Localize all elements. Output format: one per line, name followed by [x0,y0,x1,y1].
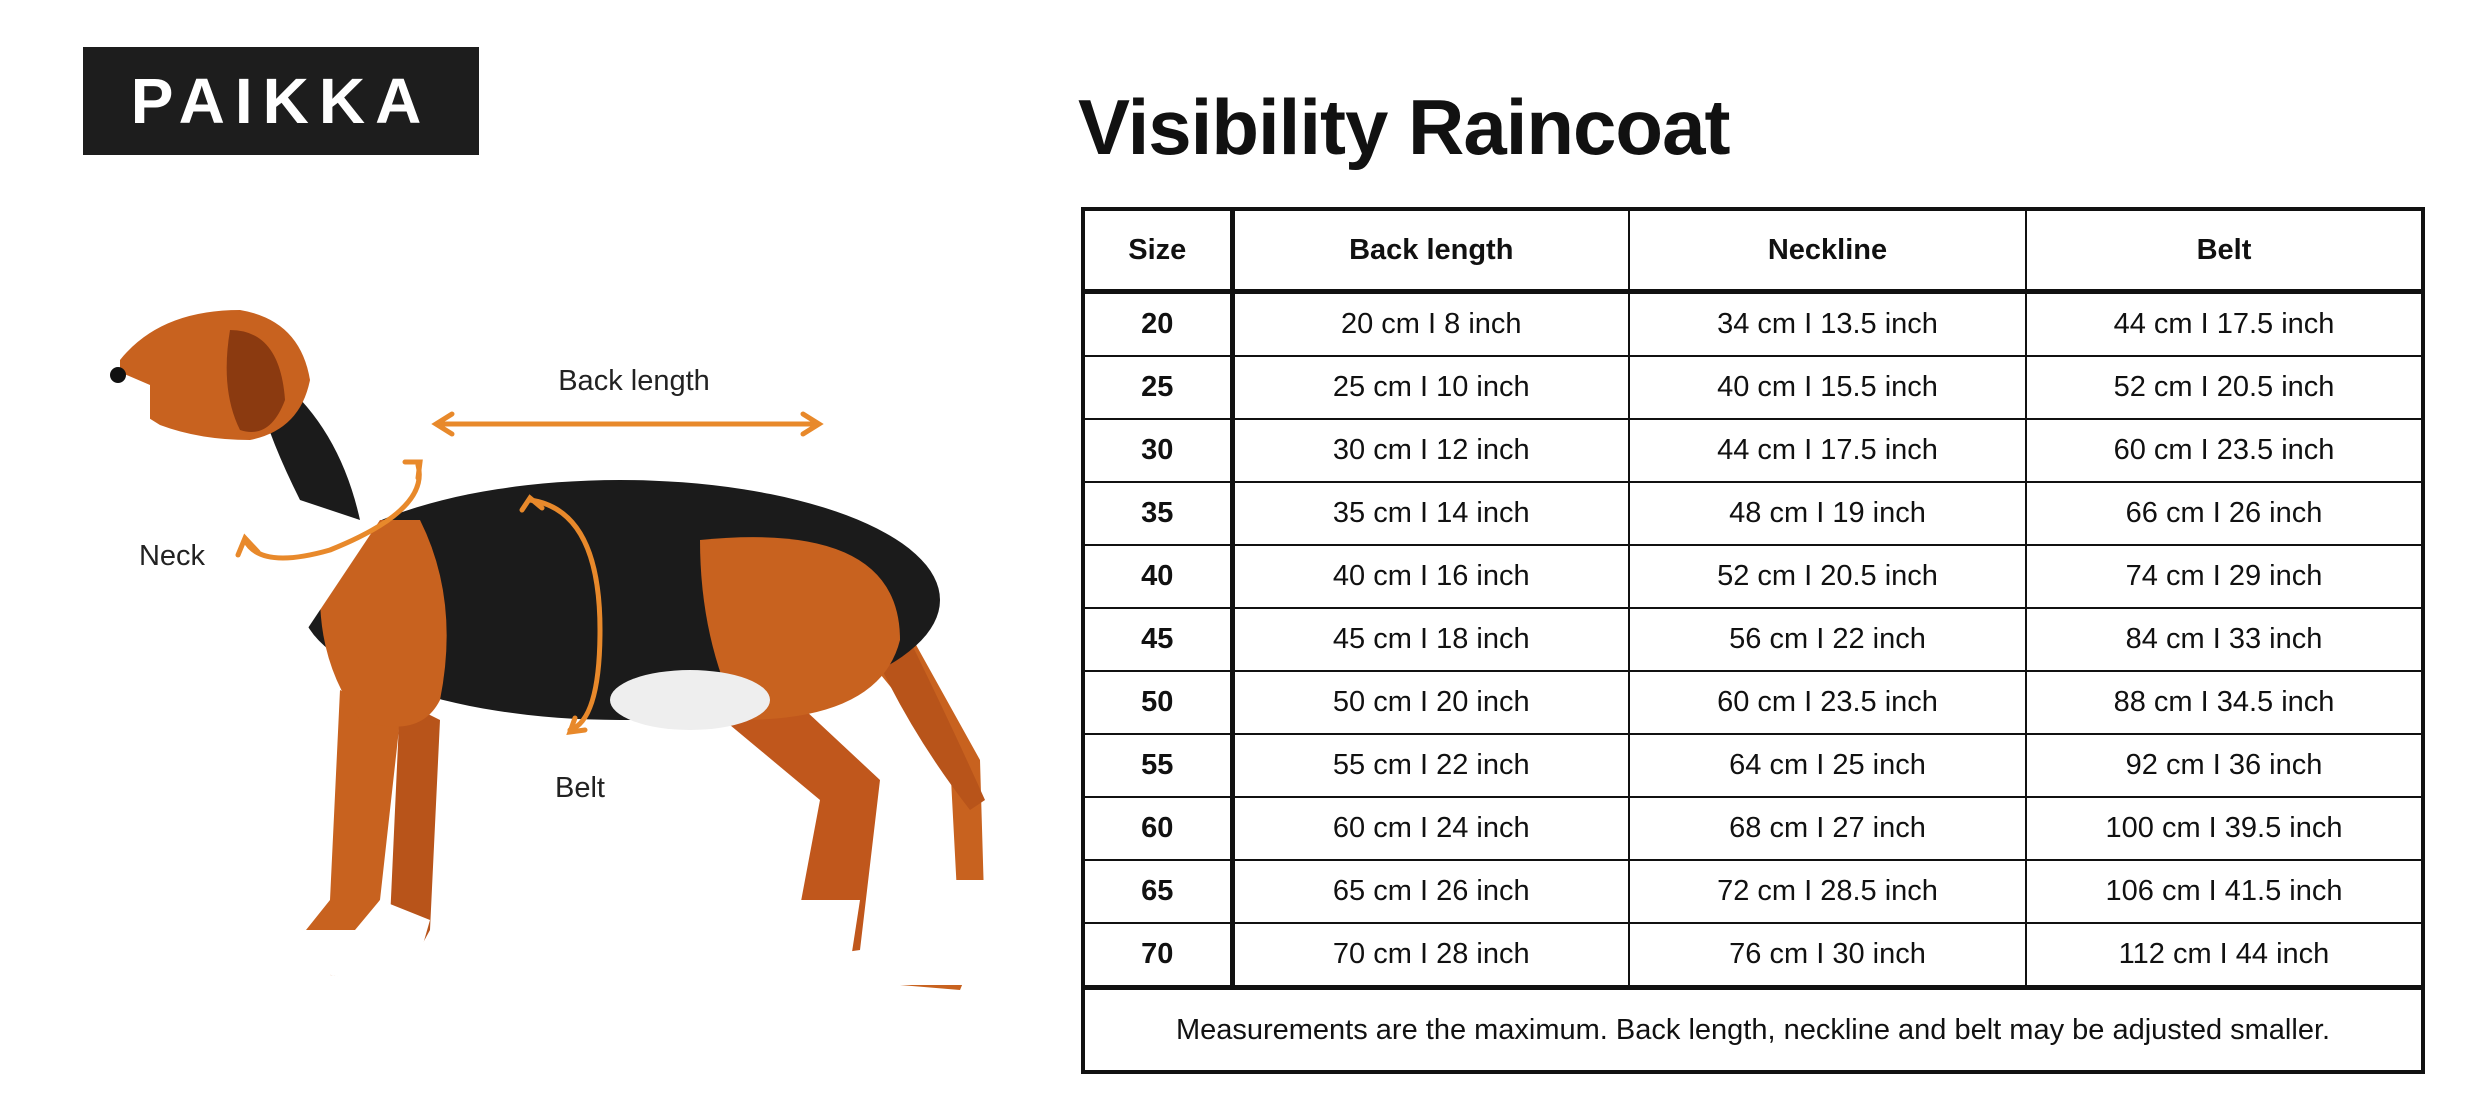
table-cell: 56 cm I 22 inch [1628,607,2027,672]
table-cell: 45 cm I 18 inch [1231,607,1630,672]
table-cell: 55 [1082,733,1235,798]
table-cell: 84 cm I 33 inch [2025,607,2424,672]
footnote-row: Measurements are the maximum. Back lengt… [1082,986,2424,1073]
table-row: 25 25 cm I 10 inch 40 cm I 15.5 inch 52 cm … [1082,355,2424,420]
header-cell: Size [1082,208,1235,294]
table-cell: 72 cm I 28.5 inch [1628,859,2027,924]
table-cell: 35 cm I 14 inch [1231,481,1630,546]
table-cell: 34 cm I 13.5 inch [1628,290,2027,357]
table-cell: 25 [1082,355,1235,420]
diagram-label: Back length [558,365,710,397]
diagram-label: Neck [139,540,206,572]
table-cell: 20 cm I 8 inch [1231,290,1630,357]
table-row: 60 60 cm I 24 inch 68 cm I 27 inch 100 cm I… [1082,796,2424,861]
table-cell: 45 [1082,607,1235,672]
footnote: Measurements are the maximum. Back lengt… [1082,986,2424,1073]
header-cell: Belt [2025,208,2424,294]
table-cell: 74 cm I 29 inch [2025,544,2424,609]
table-cell: 35 [1082,481,1235,546]
table-cell: 70 [1082,922,1235,990]
table-row: 65 65 cm I 26 inch 72 cm I 28.5 inch 106 cm… [1082,859,2424,924]
table-cell: 76 cm I 30 inch [1628,922,2027,990]
diagram-label: Belt [555,772,605,804]
table-cell: 100 cm I 39.5 inch [2025,796,2424,861]
table-cell: 64 cm I 25 inch [1628,733,2027,798]
table-cell: 40 cm I 16 inch [1231,544,1630,609]
table-cell: 66 cm I 26 inch [2025,481,2424,546]
table-cell: 44 cm I 17.5 inch [2025,290,2424,357]
table-cell: 30 [1082,418,1235,483]
table-cell: 106 cm I 41.5 inch [2025,859,2424,924]
table-cell: 70 cm I 28 inch [1231,922,1630,990]
table-cell: 60 [1082,796,1235,861]
header-row: Size Back length Neckline Belt [1082,208,2424,294]
table-row: 70 70 cm I 28 inch 76 cm I 30 inch 112 cm I… [1082,922,2424,990]
table-row: 50 50 cm I 20 inch 60 cm I 23.5 inch 88 cm … [1082,670,2424,735]
table-cell: 88 cm I 34.5 inch [2025,670,2424,735]
header-cell: Neckline [1628,208,2027,294]
table-cell: 65 cm I 26 inch [1231,859,1630,924]
header-cell: Back length [1231,208,1630,294]
table-row: 55 55 cm I 22 inch 64 cm I 25 inch 92 cm I … [1082,733,2424,798]
table-cell: 30 cm I 12 inch [1231,418,1630,483]
table-cell: 60 cm I 23.5 inch [2025,418,2424,483]
measure-arrows [235,411,824,736]
table-cell: 40 [1082,544,1235,609]
table-cell: 55 cm I 22 inch [1231,733,1630,798]
table-cell: 50 cm I 20 inch [1231,670,1630,735]
table-row: 45 45 cm I 18 inch 56 cm I 22 inch 84 cm I … [1082,607,2424,672]
table-row: 35 35 cm I 14 inch 48 cm I 19 inch 66 cm I … [1082,481,2424,546]
table-cell: 60 cm I 23.5 inch [1628,670,2027,735]
size-table: Size Back length Neckline Belt 20 20 cm I 8 … [1081,207,2425,1074]
table-cell: 44 cm I 17.5 inch [1628,418,2027,483]
table-cell: 65 [1082,859,1235,924]
table-cell: 52 cm I 20.5 inch [2025,355,2424,420]
table-cell: 92 cm I 36 inch [2025,733,2424,798]
dog-illustration [110,310,985,990]
table-cell: 48 cm I 19 inch [1628,481,2027,546]
table-cell: 112 cm I 44 inch [2025,922,2424,990]
table-cell: 68 cm I 27 inch [1628,796,2027,861]
table-row: 20 20 cm I 8 inch 34 cm I 13.5 inch 44 cm I… [1082,290,2424,357]
table-row: 40 40 cm I 16 inch 52 cm I 20.5 inch 74 cm … [1082,544,2424,609]
dog-diagram: Back length Neck Belt [110,310,985,990]
logo: PAIKKA [83,47,479,155]
table-row: 30 30 cm I 12 inch 44 cm I 17.5 inch 60 cm … [1082,418,2424,483]
title: Visibility Raincoat [1078,83,1730,171]
table-cell: 40 cm I 15.5 inch [1628,355,2027,420]
table-cell: 25 cm I 10 inch [1231,355,1630,420]
table-cell: 52 cm I 20.5 inch [1628,544,2027,609]
table-cell: 60 cm I 24 inch [1231,796,1630,861]
table-cell: 50 [1082,670,1235,735]
table-cell: 20 [1082,290,1235,357]
